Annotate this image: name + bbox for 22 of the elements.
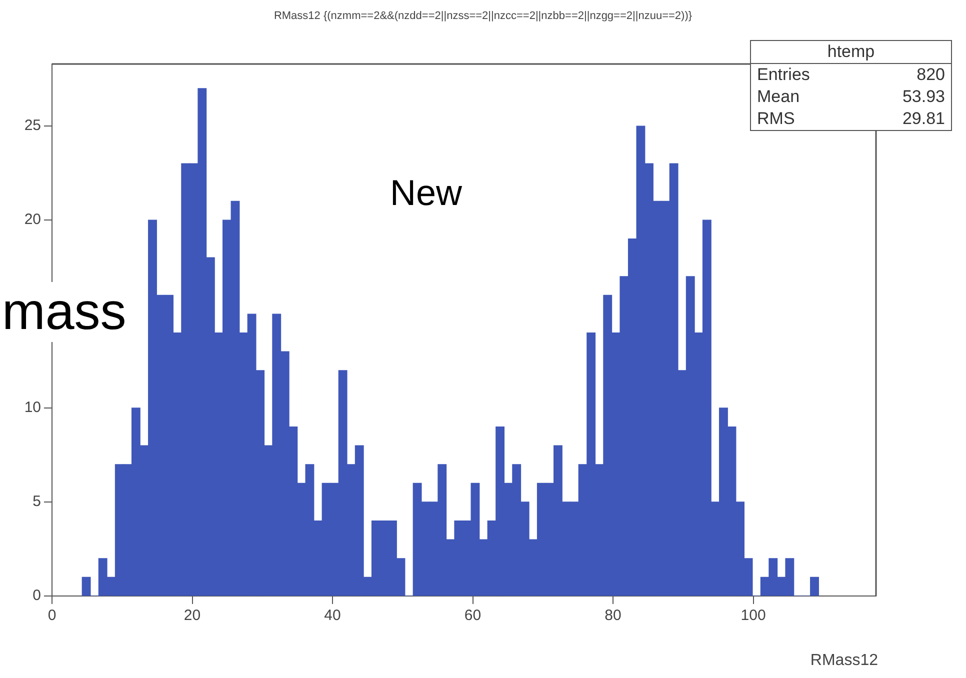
x-tick-label: 80 xyxy=(604,607,622,624)
x-tick-label: 0 xyxy=(48,607,56,624)
x-tick-label: 40 xyxy=(324,607,341,624)
text: htemp xyxy=(751,41,951,64)
y-tick-label: 20 xyxy=(24,211,41,228)
x-tick-label: 100 xyxy=(740,607,766,624)
y-tick-label: 5 xyxy=(32,493,41,510)
annotation: mass xyxy=(2,282,126,342)
annotation: Entries xyxy=(757,64,810,86)
x-tick-label: 20 xyxy=(184,607,201,624)
x-tick-label: 60 xyxy=(464,607,482,624)
y-tick-label: 25 xyxy=(24,117,41,134)
annotation: RMS xyxy=(757,108,795,130)
chart-title: RMass12 {(nzmm==2&&(nzdd==2||nzss==2||nzcc==2||nzbb==2||nzgg==2||nzuu==2))} xyxy=(272,10,694,22)
y-tick-label: 0 xyxy=(32,587,41,604)
x-axis-title: RMass12 xyxy=(810,652,878,670)
y-tick-label: 10 xyxy=(24,399,41,416)
text: 820 xyxy=(916,64,945,86)
annotation: Mean xyxy=(757,86,800,108)
text: 53.93 xyxy=(902,86,945,108)
annotation: New xyxy=(390,172,462,214)
text: 29.81 xyxy=(902,108,945,130)
